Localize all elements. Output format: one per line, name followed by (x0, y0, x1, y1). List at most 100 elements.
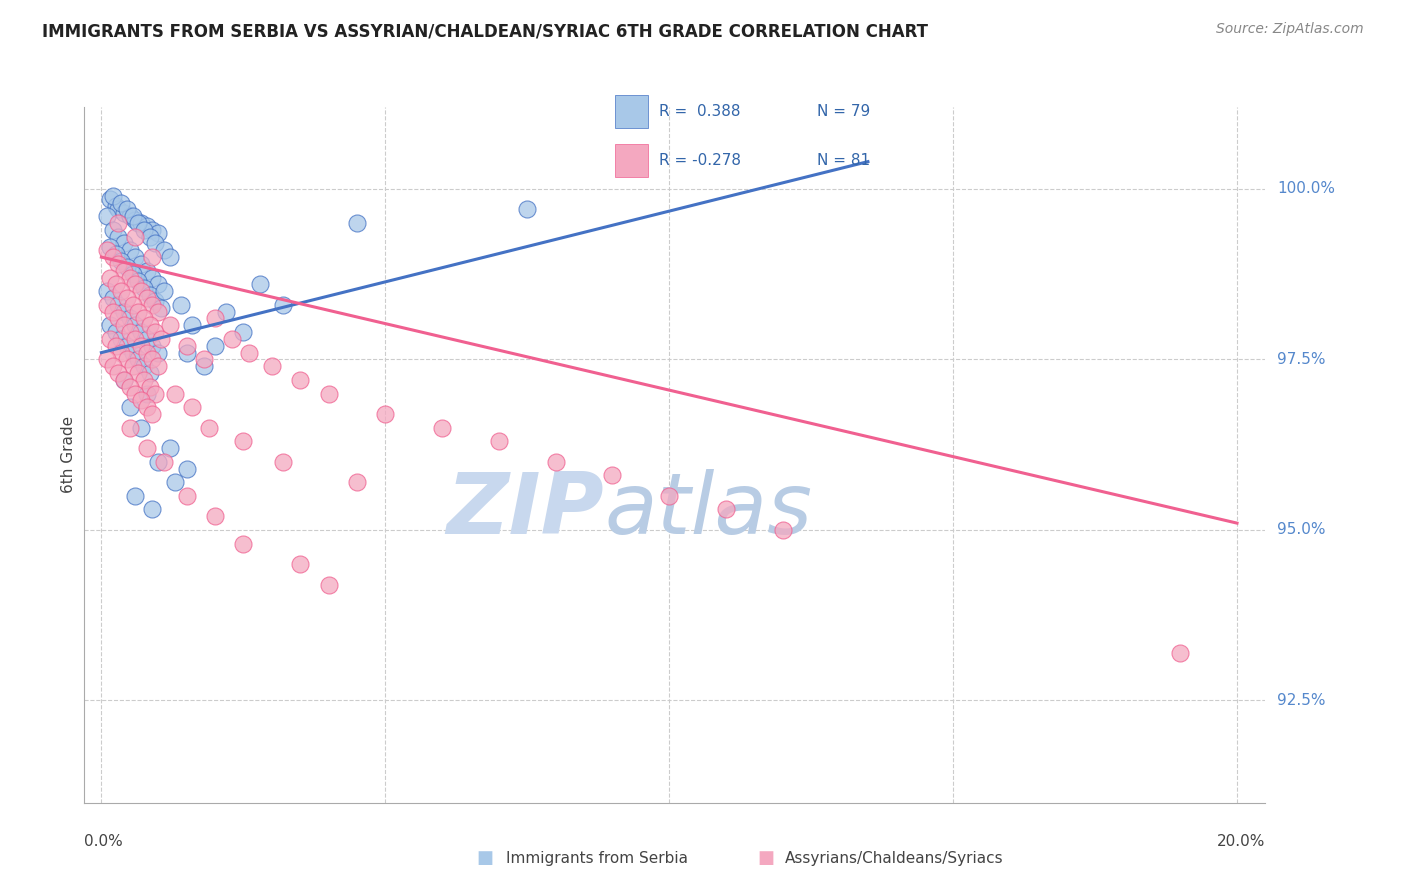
Point (104, 339, 127, 353)
Point (110, 284, 132, 298)
Point (318, 577, 340, 591)
Point (138, 287, 160, 301)
Point (153, 244, 176, 258)
Point (170, 298, 193, 312)
Point (129, 216, 152, 230)
Point (96, 352, 118, 367)
Point (107, 366, 129, 380)
Point (96, 298, 118, 312)
Point (132, 359, 155, 374)
Point (112, 318, 135, 333)
Point (204, 509, 226, 524)
Point (221, 332, 243, 346)
Point (148, 359, 170, 374)
Point (602, 468, 624, 483)
Point (141, 298, 163, 312)
Point (118, 325, 141, 339)
Point (271, 298, 294, 312)
Text: Immigrants from Serbia: Immigrants from Serbia (506, 851, 688, 865)
Point (318, 386, 340, 401)
Point (110, 253, 132, 268)
Point (107, 311, 129, 326)
Point (138, 229, 160, 244)
Point (101, 250, 124, 264)
Point (165, 475, 187, 490)
Point (658, 489, 681, 503)
Point (98, 318, 121, 333)
Point (98, 332, 121, 346)
Point (129, 420, 152, 434)
Point (148, 304, 170, 318)
Point (121, 298, 143, 312)
Text: 92.5%: 92.5% (1277, 693, 1326, 708)
Point (124, 277, 146, 292)
Point (98, 270, 121, 285)
Point (118, 209, 141, 223)
Point (150, 301, 173, 316)
Point (516, 202, 538, 217)
Text: N = 79: N = 79 (817, 103, 870, 119)
Point (176, 489, 198, 503)
Point (107, 229, 129, 244)
Point (121, 345, 143, 359)
Point (159, 318, 181, 333)
Point (153, 284, 176, 298)
Point (346, 216, 368, 230)
Point (148, 455, 170, 469)
Point (129, 325, 152, 339)
Point (193, 359, 215, 374)
Point (96, 209, 118, 223)
Point (772, 523, 794, 537)
Point (101, 223, 124, 237)
Point (104, 199, 127, 213)
Point (135, 291, 157, 305)
Point (148, 345, 170, 359)
Point (121, 359, 143, 374)
Point (159, 250, 181, 264)
Point (104, 246, 127, 260)
Point (232, 325, 254, 339)
Point (115, 352, 138, 367)
Point (127, 304, 149, 318)
Point (112, 206, 135, 220)
Point (124, 318, 146, 333)
Point (129, 339, 152, 353)
Text: ■: ■ (758, 849, 775, 867)
Point (118, 311, 141, 326)
Point (143, 236, 166, 251)
Point (132, 281, 155, 295)
Point (115, 260, 138, 275)
Point (129, 284, 152, 298)
Point (135, 264, 157, 278)
Point (112, 264, 135, 278)
Point (132, 223, 155, 237)
Point (249, 277, 271, 292)
Point (121, 267, 143, 281)
Point (181, 318, 204, 333)
Point (110, 195, 132, 210)
Text: 95.0%: 95.0% (1277, 523, 1326, 538)
Text: atlas: atlas (605, 469, 813, 552)
Point (98, 240, 121, 254)
Point (112, 236, 135, 251)
Text: IMMIGRANTS FROM SERBIA VS ASSYRIAN/CHALDEAN/SYRIAC 6TH GRADE CORRELATION CHART: IMMIGRANTS FROM SERBIA VS ASSYRIAN/CHALD… (42, 22, 928, 40)
Point (232, 536, 254, 550)
Point (176, 345, 198, 359)
Point (714, 502, 737, 516)
Point (101, 188, 124, 202)
Bar (614, 95, 648, 128)
Point (124, 250, 146, 264)
Text: R = -0.278: R = -0.278 (658, 153, 741, 169)
Point (118, 244, 141, 258)
Point (124, 229, 146, 244)
Point (118, 420, 141, 434)
Point (135, 345, 157, 359)
Point (176, 461, 198, 475)
Point (488, 434, 510, 449)
Point (138, 318, 160, 333)
Point (112, 304, 135, 318)
Point (141, 339, 163, 353)
Point (101, 359, 124, 374)
Point (544, 455, 567, 469)
Point (193, 352, 215, 367)
